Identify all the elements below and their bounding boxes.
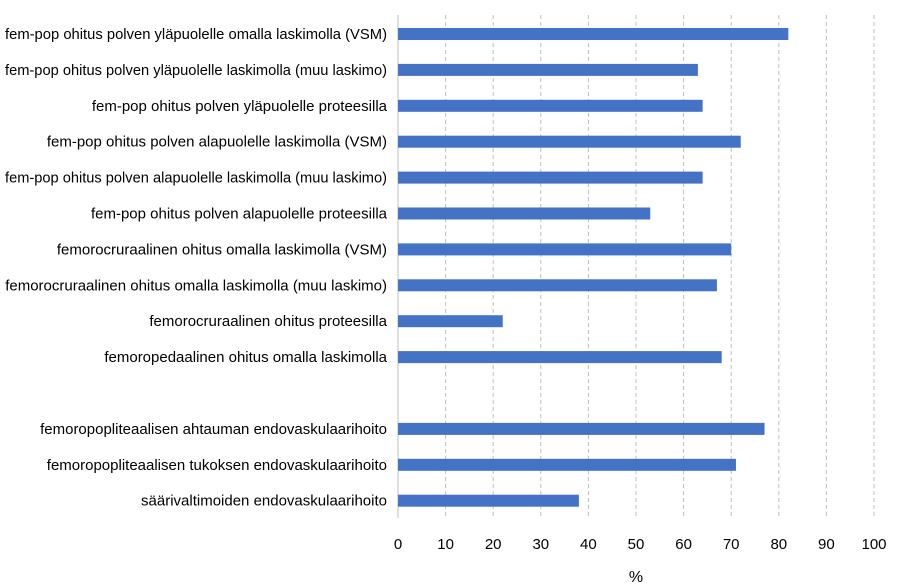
bar: [398, 494, 579, 507]
x-tick-label: 70: [723, 536, 740, 553]
bar: [398, 63, 698, 76]
category-label: fem-pop ohitus polven yläpuolelle laskim…: [5, 62, 387, 79]
x-tick-label: 100: [861, 536, 886, 553]
category-label: fem-pop ohitus polven alapuolelle laskim…: [5, 170, 387, 187]
category-label: fem-pop ohitus polven yläpuolelle protee…: [92, 98, 388, 115]
category-label: femorocruraalinen ohitus proteesilla: [149, 313, 387, 330]
bar: [398, 422, 765, 435]
bar: [398, 135, 741, 148]
category-label: fem-pop ohitus polven yläpuolelle omalla…: [5, 26, 387, 43]
category-label: femoropopliteaalisen ahtauman endovaskul…: [40, 421, 387, 438]
bar: [398, 279, 717, 292]
category-label: femorocruraalinen ohitus omalla laskimol…: [57, 241, 387, 258]
category-labels: fem-pop ohitus polven yläpuolelle omalla…: [5, 26, 388, 510]
x-axis-title: %: [629, 569, 643, 586]
x-tick-label: 10: [437, 536, 454, 553]
x-tick-label: 0: [394, 536, 402, 553]
category-label: femoropedaalinen ohitus omalla laskimoll…: [104, 349, 387, 366]
bar: [398, 99, 703, 112]
bars: [398, 28, 789, 507]
x-tick-label: 20: [485, 536, 502, 553]
bar: [398, 315, 503, 328]
bar: [398, 458, 736, 471]
bar: [398, 171, 703, 184]
bar: [398, 243, 732, 256]
bar: [398, 351, 722, 364]
category-label: femorocruraalinen ohitus omalla laskimol…: [5, 277, 387, 294]
bar: [398, 28, 789, 40]
x-tick-label: 40: [580, 536, 597, 553]
category-label: fem-pop ohitus polven alapuolelle protee…: [91, 206, 388, 223]
x-tick-label: 30: [532, 536, 549, 553]
grid-lines: [397, 15, 875, 518]
x-tick-label: 60: [675, 536, 692, 553]
category-label: femoropopliteaalisen tukoksen endovaskul…: [47, 457, 387, 474]
x-tick-label: 90: [818, 536, 835, 553]
category-label: säärivaltimoiden endovaskulaarihoito: [141, 493, 387, 510]
category-label: fem-pop ohitus polven alapuolelle laskim…: [47, 134, 387, 151]
x-tick-label: 50: [628, 536, 645, 553]
bar: [398, 207, 651, 220]
x-tick-label: 80: [770, 536, 787, 553]
x-tick-labels: 0 10 20 30 40 50 60 70 80 90 100: [394, 536, 887, 553]
